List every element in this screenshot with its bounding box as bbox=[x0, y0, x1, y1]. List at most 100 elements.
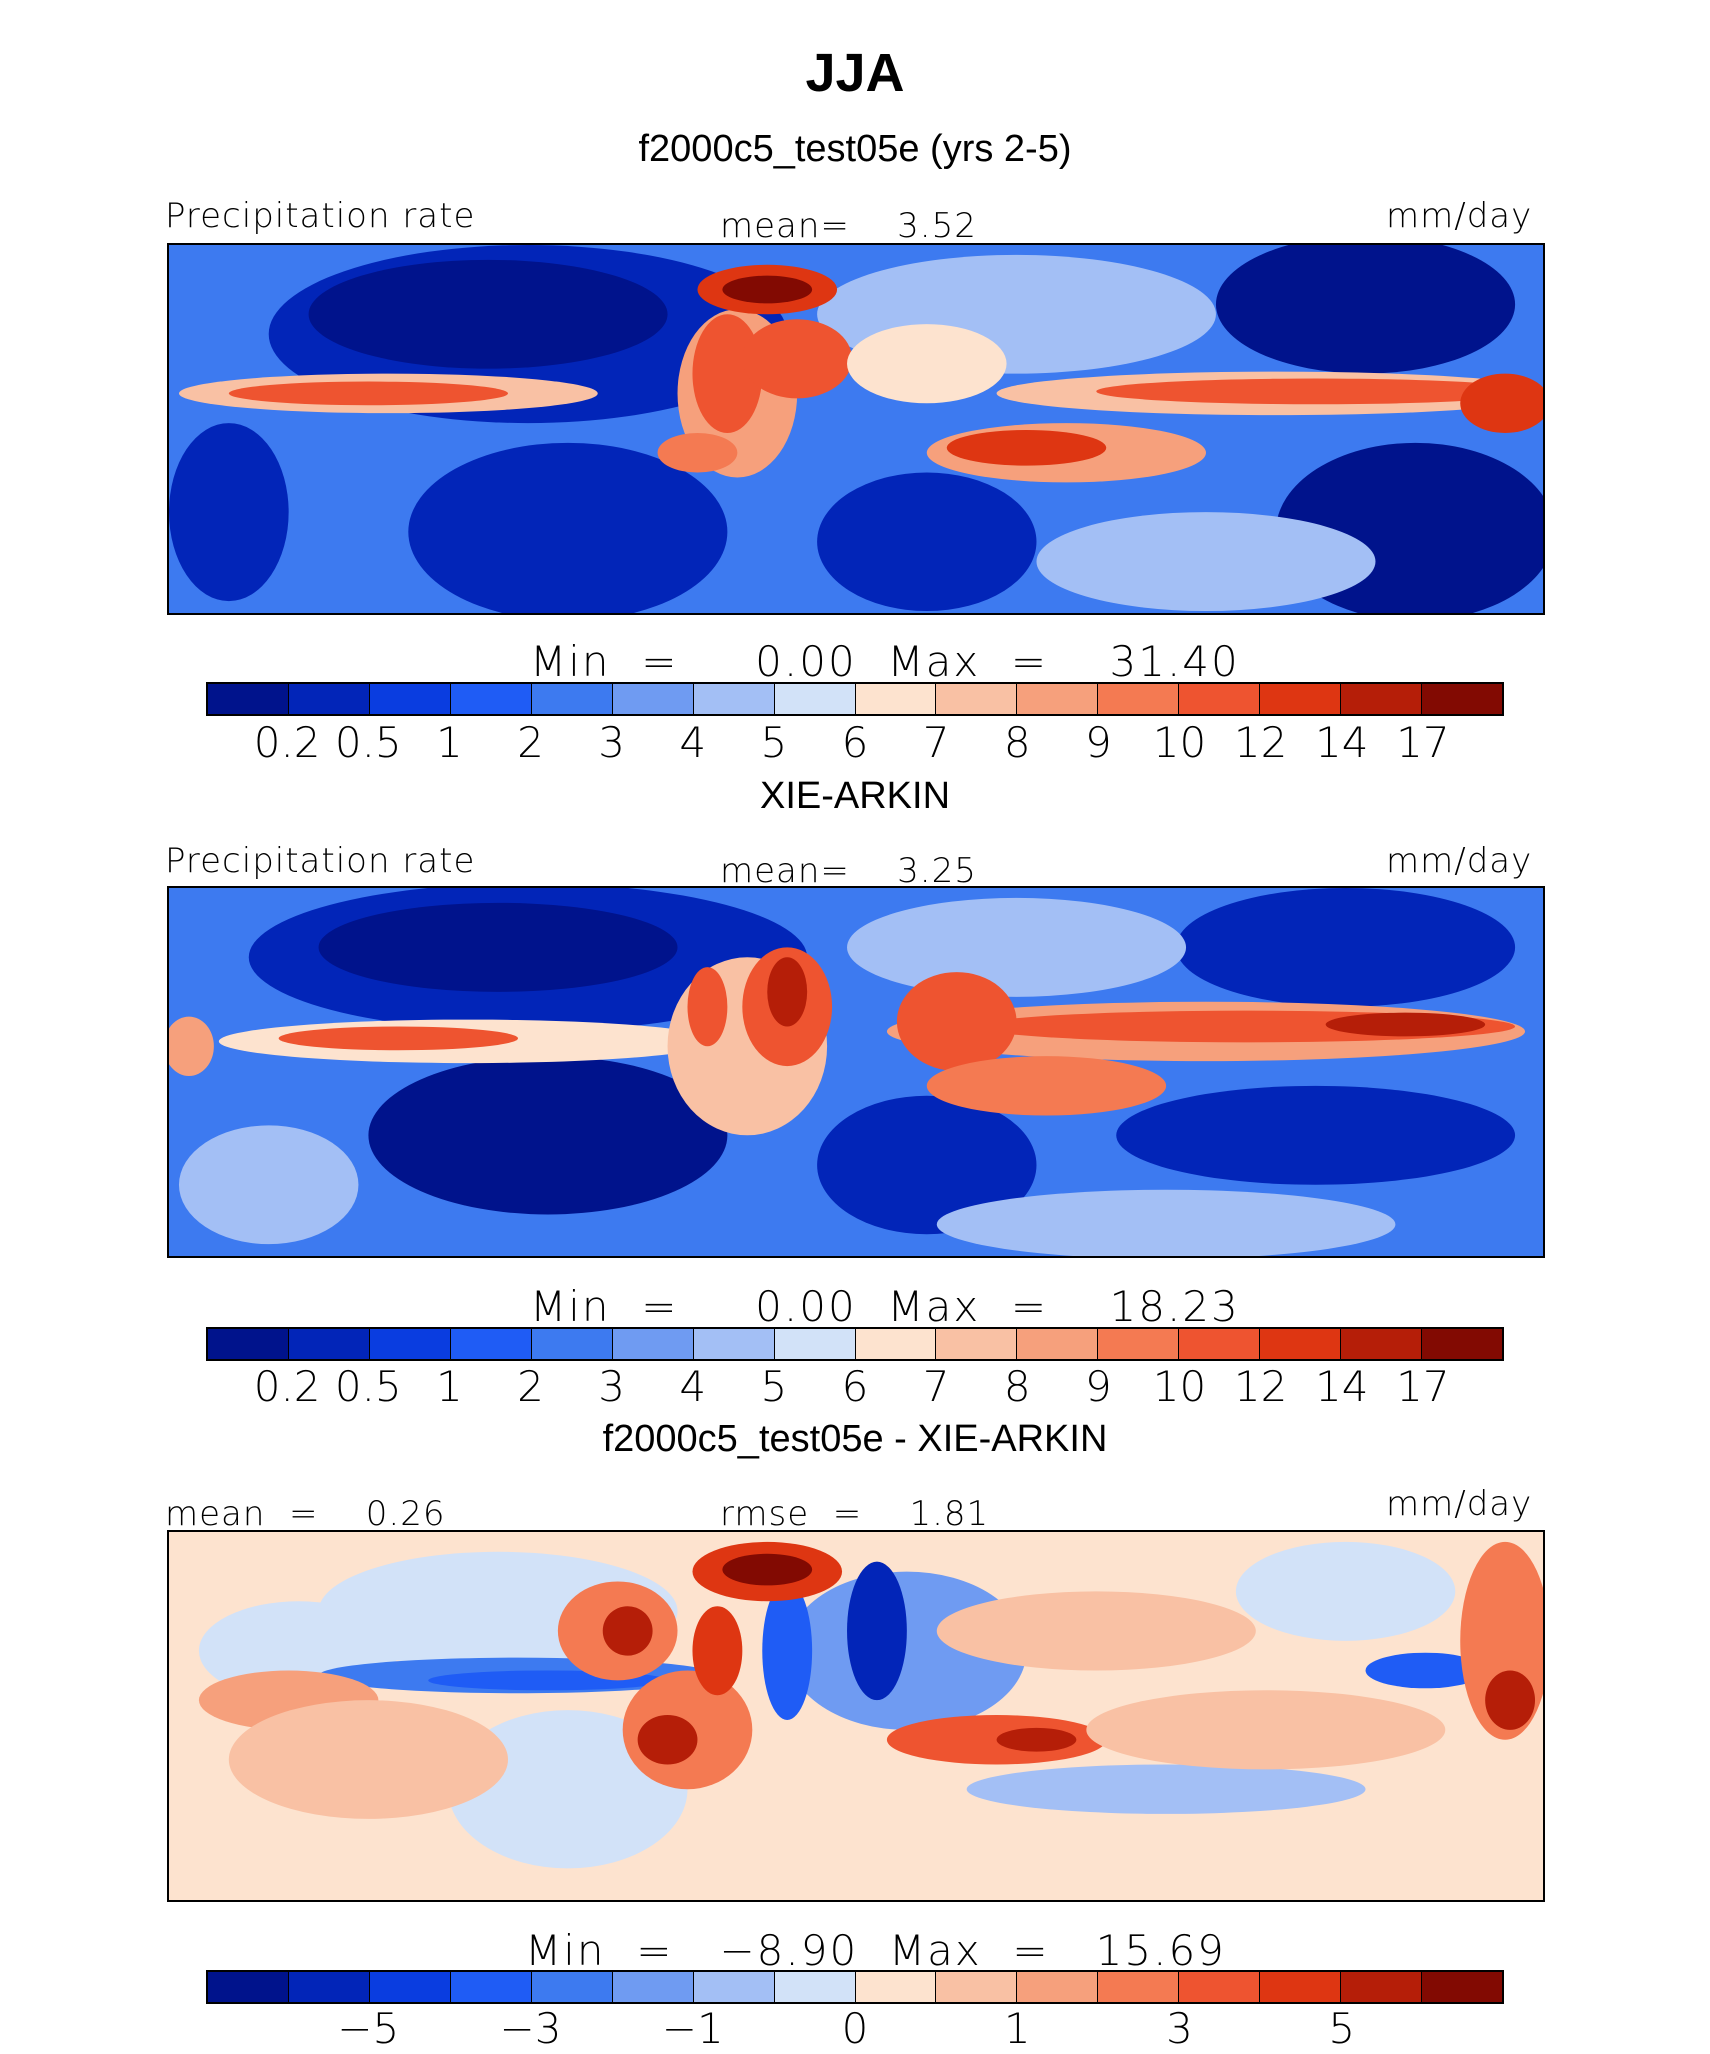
panel-3-colorbar-ticks: −5 −3 −1 0 1 3 5 bbox=[206, 2004, 1504, 2054]
panel-3-map bbox=[167, 1530, 1545, 1902]
panel-1-colorbar-ticks: 0.2 0.5 1 2 3 4 5 6 7 8 9 10 12 14 17 bbox=[206, 718, 1504, 768]
colorbar-tick-label: 0.5 bbox=[334, 718, 402, 767]
colorbar-swatch bbox=[369, 1329, 451, 1359]
colorbar-swatch bbox=[288, 1329, 370, 1359]
colorbar-tick-label: 9 bbox=[1085, 1362, 1112, 1411]
colorbar-tick-label: −5 bbox=[337, 2004, 400, 2053]
colorbar-swatch bbox=[450, 1972, 532, 2002]
colorbar-tick-label: 14 bbox=[1315, 1362, 1369, 1411]
colorbar-swatch bbox=[1422, 1972, 1502, 2002]
colorbar-swatch bbox=[1179, 684, 1261, 714]
colorbar-swatch bbox=[774, 1972, 856, 2002]
colorbar-swatch bbox=[612, 1329, 694, 1359]
panel-3-stats: Min = −8.90 Max = 15.69 bbox=[525, 1926, 1226, 1975]
colorbar-tick-label: 5 bbox=[1328, 2004, 1356, 2053]
colorbar-tick-label: 12 bbox=[1233, 718, 1288, 767]
colorbar-swatch bbox=[1179, 1329, 1261, 1359]
colorbar-swatch bbox=[1098, 1972, 1180, 2002]
colorbar-tick-label: 0 bbox=[841, 2004, 869, 2053]
panel-2-stats: Min = 0.00 Max = 18.23 bbox=[530, 1282, 1240, 1331]
colorbar-tick-label: 5 bbox=[760, 718, 788, 767]
colorbar-swatch bbox=[1341, 1972, 1423, 2002]
colorbar-swatch bbox=[774, 1329, 856, 1359]
panel-1-contour-field bbox=[169, 245, 1543, 613]
colorbar-tick-label: 8 bbox=[1003, 1362, 1031, 1411]
colorbar-tick-label: 4 bbox=[679, 1362, 707, 1411]
colorbar-swatch bbox=[1017, 1329, 1099, 1359]
colorbar-swatch bbox=[1017, 1972, 1099, 2002]
colorbar-swatch bbox=[1260, 684, 1342, 714]
colorbar-swatch bbox=[855, 684, 937, 714]
panel-3-contour-field bbox=[169, 1532, 1543, 1900]
panel-2-variable-label: Precipitation rate bbox=[165, 841, 476, 881]
panel-3-units-label: mm/day bbox=[1386, 1484, 1533, 1524]
panel-1-map bbox=[167, 243, 1545, 615]
colorbar-swatch bbox=[531, 684, 613, 714]
colorbar-swatch bbox=[1341, 684, 1423, 714]
colorbar-swatch bbox=[612, 1972, 694, 2002]
colorbar-tick-label: 9 bbox=[1085, 718, 1112, 767]
colorbar-swatch bbox=[693, 1972, 775, 2002]
panel-1-mean-label: mean= 3.52 bbox=[720, 206, 977, 246]
colorbar-tick-label: 3 bbox=[1166, 2004, 1193, 2053]
colorbar-tick-label: 7 bbox=[922, 718, 950, 767]
panel-3-subtitle: f2000c5_test05e - XIE-ARKIN bbox=[602, 1418, 1108, 1460]
colorbar-tick-label: 6 bbox=[841, 1362, 869, 1411]
colorbar-tick-label: 6 bbox=[841, 718, 869, 767]
colorbar-swatch bbox=[208, 1329, 289, 1359]
colorbar-swatch bbox=[531, 1972, 613, 2002]
panel-2-units-label: mm/day bbox=[1386, 841, 1533, 881]
colorbar-tick-label: 2 bbox=[517, 1362, 544, 1411]
colorbar-swatch bbox=[288, 1972, 370, 2002]
colorbar-tick-label: 8 bbox=[1003, 718, 1031, 767]
colorbar-swatch bbox=[1260, 1972, 1342, 2002]
colorbar-swatch bbox=[1341, 1329, 1423, 1359]
colorbar-tick-label: 4 bbox=[679, 718, 707, 767]
colorbar-swatch bbox=[1422, 1329, 1502, 1359]
panel-2-colorbar-ticks: 0.2 0.5 1 2 3 4 5 6 7 8 9 10 12 14 17 bbox=[206, 1362, 1504, 1412]
panel-2-mean-label: mean= 3.25 bbox=[720, 851, 977, 891]
colorbar-tick-label: −3 bbox=[499, 2004, 562, 2053]
colorbar-swatch bbox=[450, 684, 532, 714]
colorbar-tick-label: 0.2 bbox=[253, 718, 321, 767]
colorbar-swatch bbox=[936, 1972, 1018, 2002]
colorbar-swatch bbox=[936, 684, 1018, 714]
colorbar-tick-label: 1 bbox=[1003, 2004, 1031, 2053]
colorbar-swatch bbox=[693, 684, 775, 714]
colorbar-tick-label: 17 bbox=[1396, 718, 1450, 767]
colorbar-tick-label: 10 bbox=[1152, 1362, 1207, 1411]
colorbar-swatch bbox=[1179, 1972, 1261, 2002]
colorbar-swatch bbox=[774, 684, 856, 714]
panel-3-colorbar bbox=[206, 1970, 1504, 2004]
colorbar-swatch bbox=[208, 1972, 289, 2002]
panel-1-colorbar bbox=[206, 682, 1504, 716]
colorbar-tick-label: 10 bbox=[1152, 718, 1207, 767]
panel-2-contour-field bbox=[169, 888, 1543, 1256]
panel-2-map bbox=[167, 886, 1545, 1258]
panel-1-units-label: mm/day bbox=[1386, 196, 1533, 236]
colorbar-swatch bbox=[1098, 684, 1180, 714]
figure-title: JJA bbox=[805, 43, 905, 103]
panel-2-colorbar bbox=[206, 1327, 1504, 1361]
colorbar-swatch bbox=[936, 1329, 1018, 1359]
panel-2-subtitle: XIE-ARKIN bbox=[759, 775, 951, 817]
colorbar-tick-label: 5 bbox=[760, 1362, 788, 1411]
colorbar-swatch bbox=[1260, 1329, 1342, 1359]
colorbar-swatch bbox=[1422, 684, 1502, 714]
panel-3-rmse-label: rmse = 1.81 bbox=[720, 1494, 990, 1534]
colorbar-tick-label: 14 bbox=[1315, 718, 1369, 767]
colorbar-tick-label: 3 bbox=[598, 1362, 625, 1411]
colorbar-swatch bbox=[855, 1972, 937, 2002]
colorbar-tick-label: 2 bbox=[517, 718, 544, 767]
colorbar-tick-label: 0.5 bbox=[334, 1362, 402, 1411]
colorbar-swatch bbox=[369, 684, 451, 714]
panel-1-stats: Min = 0.00 Max = 31.40 bbox=[530, 637, 1240, 686]
colorbar-swatch bbox=[612, 684, 694, 714]
colorbar-swatch bbox=[855, 1329, 937, 1359]
colorbar-swatch bbox=[1017, 684, 1099, 714]
colorbar-tick-label: 3 bbox=[598, 718, 625, 767]
colorbar-swatch bbox=[1098, 1329, 1180, 1359]
colorbar-tick-label: −1 bbox=[661, 2004, 724, 2053]
panel-1-subtitle: f2000c5_test05e (yrs 2-5) bbox=[638, 128, 1072, 170]
colorbar-swatch bbox=[288, 684, 370, 714]
